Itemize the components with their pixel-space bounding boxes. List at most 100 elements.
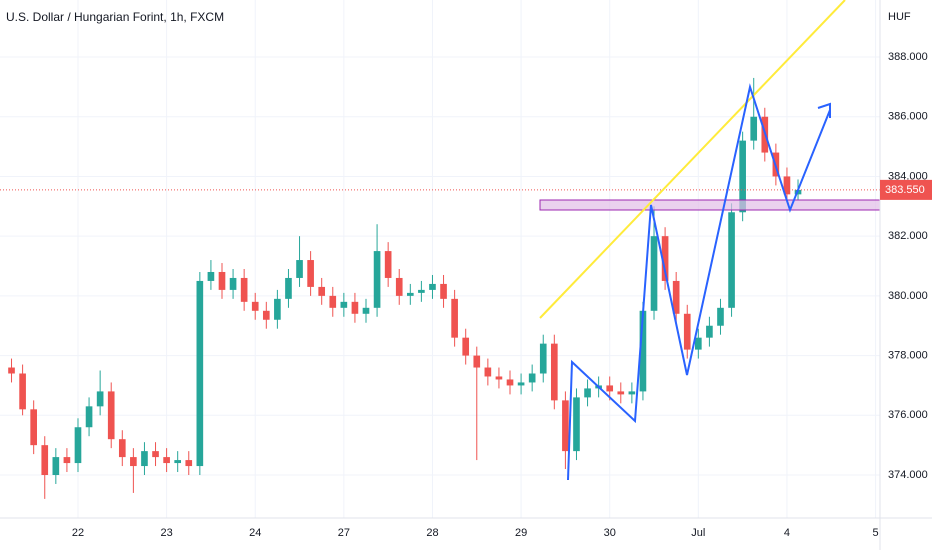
y-axis-label: HUF xyxy=(888,11,911,23)
candle-body xyxy=(562,400,569,452)
candle-body xyxy=(528,373,536,383)
candle-body xyxy=(395,277,403,296)
candle-body xyxy=(506,379,514,386)
candle-body xyxy=(384,251,392,278)
candle-body xyxy=(96,391,104,407)
x-tick-label: 5 xyxy=(873,527,879,539)
candle-body xyxy=(185,460,193,467)
candle-body xyxy=(107,391,115,440)
candle-body xyxy=(118,439,126,458)
candle-body xyxy=(340,301,348,308)
candle-body xyxy=(517,382,525,386)
candle-body xyxy=(495,376,503,380)
candle-body xyxy=(63,457,71,464)
zigzag-path xyxy=(567,83,831,481)
last-price-label: 383.550 xyxy=(885,184,925,196)
candle-body xyxy=(262,310,270,320)
candle-body xyxy=(617,391,625,395)
candles xyxy=(0,77,880,499)
candle-body xyxy=(251,301,259,311)
candle-body xyxy=(141,451,148,467)
candle-body xyxy=(240,277,248,302)
candle-body xyxy=(373,251,381,308)
chart-title: U.S. Dollar / Hungarian Forint, 1h, FXCM xyxy=(6,10,224,24)
x-tick-label: 24 xyxy=(249,527,261,539)
candle-body xyxy=(329,295,337,308)
candle-body xyxy=(406,292,414,296)
candle-body xyxy=(207,271,215,281)
candle-body xyxy=(296,260,303,278)
candle-body xyxy=(285,277,292,299)
zone-rectangle xyxy=(539,199,881,211)
x-tick-label: Jul xyxy=(691,527,705,539)
candle-body xyxy=(606,385,614,392)
last-price-badge xyxy=(880,179,932,200)
candle-body xyxy=(440,283,447,299)
candle-body xyxy=(661,236,669,281)
candle-body xyxy=(717,307,724,326)
candle-body xyxy=(628,391,636,395)
candle-body xyxy=(74,427,82,464)
x-tick-label: 30 xyxy=(604,527,616,539)
x-tick-label: 27 xyxy=(338,527,350,539)
x-tick-label: 28 xyxy=(426,527,438,539)
arrow-head xyxy=(817,102,831,118)
y-tick-label: 384.000 xyxy=(888,170,928,182)
candle-body xyxy=(229,277,237,290)
x-tick-label: 29 xyxy=(515,527,527,539)
x-tick-label: 22 xyxy=(72,527,84,539)
candle-body xyxy=(584,388,591,398)
candle-body xyxy=(130,457,137,467)
candle-body xyxy=(163,457,170,464)
candle-body xyxy=(573,397,580,452)
candle-body xyxy=(706,325,713,338)
candle-body xyxy=(218,271,226,290)
drawings xyxy=(539,0,881,481)
candle-body xyxy=(739,140,746,213)
y-tick-label: 376.000 xyxy=(888,409,928,421)
trend-line xyxy=(539,0,846,319)
candle-body xyxy=(728,212,735,308)
y-tick-label: 386.000 xyxy=(888,111,928,123)
candle-body xyxy=(539,343,547,374)
candle-body xyxy=(550,343,558,401)
candle-body xyxy=(683,313,691,350)
candle-body xyxy=(174,460,182,464)
candle-body xyxy=(462,337,470,356)
candle-body xyxy=(672,280,680,314)
x-tick-label: 4 xyxy=(784,527,790,539)
candle-body xyxy=(85,406,93,428)
candle-body xyxy=(418,289,425,293)
candle-body xyxy=(8,367,15,374)
candle-body xyxy=(484,367,492,377)
x-tick-label: 23 xyxy=(160,527,172,539)
candle-body xyxy=(750,116,758,141)
candle-body xyxy=(639,310,647,392)
candle-body xyxy=(19,373,26,410)
candle-body xyxy=(473,355,481,368)
y-tick-label: 388.000 xyxy=(888,51,928,63)
axes: 374.000 376.000 378.000 380.000 382.000 384.0… xyxy=(72,51,932,539)
candle-body xyxy=(362,307,370,314)
candle-body xyxy=(152,451,159,458)
y-tick-label: 382.000 xyxy=(888,230,928,242)
candle-body xyxy=(274,298,281,320)
grid xyxy=(0,0,880,518)
candle-body xyxy=(351,301,359,314)
candle-body xyxy=(52,457,60,476)
candle-body xyxy=(429,283,436,290)
candle-body xyxy=(783,176,791,195)
candle-body xyxy=(196,280,204,467)
candle-body xyxy=(41,445,49,476)
candle-body xyxy=(695,337,702,350)
candle-body xyxy=(451,298,458,338)
candle-body xyxy=(650,236,658,311)
candle-body xyxy=(318,286,326,296)
y-tick-label: 378.000 xyxy=(888,349,928,361)
y-tick-label: 380.000 xyxy=(888,290,928,302)
candle-body xyxy=(307,260,314,287)
y-tick-label: 374.000 xyxy=(888,469,928,481)
candle-body xyxy=(30,409,37,446)
